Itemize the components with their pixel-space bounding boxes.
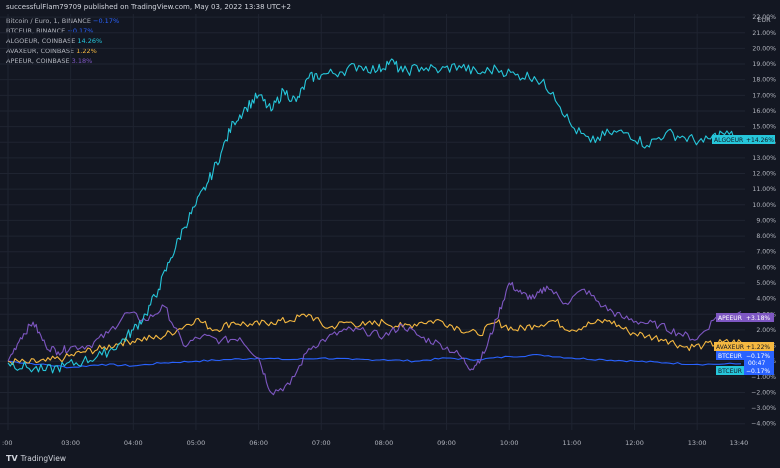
x-tick-label: 07:00 [312, 439, 331, 447]
y-tick-label: 8.00% [756, 233, 776, 240]
svg-text:BTCEUR: BTCEUR [718, 368, 742, 375]
series-line-apeeur [7, 281, 742, 396]
y-tick-label: 15.00% [752, 124, 776, 131]
legend-row-avaxeur[interactable]: AVAXEUR, COINBASE 1.22% [6, 47, 97, 55]
legend-value: −0.17% [67, 27, 94, 35]
legend-value: −0.17% [93, 17, 120, 25]
y-tick-label: 4.00% [756, 296, 776, 303]
x-tick-label: 03:00 [61, 439, 80, 447]
y-tick-label: 11.00% [752, 186, 776, 193]
legend-value: 14.26% [77, 37, 103, 45]
legend-row-algoeur[interactable]: ALGOEUR, COINBASE 14.26% [6, 37, 103, 45]
publish-info: successfulFlam79709 published on Trading… [6, 3, 291, 11]
x-tick-label: 06:00 [249, 439, 268, 447]
y-tick-label: 10.00% [752, 202, 776, 209]
tradingview-logo-icon: 𝗧𝗩 [6, 454, 18, 463]
series-legend: Bitcoin / Euro, 1, BINANCE −0.17% BTCEUR… [6, 16, 119, 66]
legend-row-btceur[interactable]: BTCEUR, BINANCE −0.17% [6, 27, 94, 35]
y-tick-label: 16.00% [752, 108, 776, 115]
y-tick-label: 13.00% [752, 155, 776, 162]
badge-algoeur: ALGOEUR +14.26% [712, 135, 775, 144]
series-line-btceur [7, 353, 742, 369]
svg-text:+1.22%: +1.22% [746, 344, 770, 351]
x-axis[interactable]: :00 03:00 04:00 05:00 06:00 07:00 08:00 09:00 10… [2, 439, 748, 447]
y-tick-label: 20.00% [752, 45, 776, 52]
legend-row-apeeur[interactable]: APEEUR, COINBASE 3.18% [6, 57, 93, 65]
y-tick-label: −3.00% [751, 405, 776, 412]
badge-avaxeur: AVAXEUR +1.22% [714, 342, 774, 351]
svg-text:AVAXEUR: AVAXEUR [716, 344, 744, 351]
svg-text:+3.18%: +3.18% [746, 315, 770, 322]
footer: 𝗧𝗩 TradingView [0, 451, 780, 468]
price-badges: ALGOEUR +14.26% APEEUR +3.18% AVAXEUR +1… [712, 135, 775, 375]
publish-header: successfulFlam79709 published on Trading… [0, 0, 780, 14]
svg-text:−0.17%: −0.17% [746, 368, 770, 375]
y-tick-label: −1.00% [751, 374, 776, 381]
svg-text:ALGOEUR: ALGOEUR [714, 137, 743, 144]
tradingview-brand[interactable]: 𝗧𝗩 TradingView [6, 454, 66, 463]
x-tick-label: 05:00 [187, 439, 206, 447]
x-tick-label: 08:00 [375, 439, 394, 447]
legend-value: 1.22% [76, 47, 97, 55]
y-tick-label: 2.00% [756, 327, 776, 334]
badge-btceur-2: BTCEUR −0.17% [716, 366, 774, 375]
y-tick-label: −2.00% [751, 389, 776, 396]
badge-btceur: BTCEUR −0.17% 00:47 [716, 351, 774, 367]
price-chart[interactable]: EUR 22.00% 21.00% 20.00% 19.00% 18.00% 17.00%… [0, 0, 780, 451]
x-tick-label: 10:00 [500, 439, 519, 447]
x-tick-label: 04:00 [124, 439, 143, 447]
chart-grid [0, 14, 745, 430]
axis-currency: EUR [757, 16, 771, 24]
y-tick-label: 6.00% [756, 264, 776, 271]
y-tick-label: 19.00% [752, 61, 776, 68]
series-line-avaxeur [7, 313, 742, 366]
brand-name: TradingView [20, 454, 66, 463]
x-tick-label: 13:00 [688, 439, 707, 447]
badge-apeeur: APEEUR +3.18% [716, 313, 774, 322]
y-tick-label: 18.00% [752, 77, 776, 84]
x-tick-label: 12:00 [625, 439, 644, 447]
y-tick-label: −4.00% [751, 421, 776, 428]
y-tick-label: 12.00% [752, 171, 776, 178]
legend-value: 3.18% [71, 57, 93, 65]
x-tick-label: :00 [2, 439, 12, 447]
x-tick-label: 09:00 [437, 439, 456, 447]
svg-text:BTCEUR: BTCEUR [718, 353, 742, 360]
series-line-algoeur [7, 58, 742, 374]
y-tick-label: 9.00% [756, 217, 776, 224]
y-tick-label: 22.00% [752, 14, 776, 21]
y-tick-label: 21.00% [752, 30, 776, 37]
x-tick-label: 13:40 [730, 439, 749, 447]
y-tick-label: 5.00% [756, 280, 776, 287]
y-tick-label: 7.00% [756, 249, 776, 256]
svg-text:APEEUR: APEEUR [718, 315, 742, 322]
y-tick-label: 17.00% [752, 92, 776, 99]
svg-text:+14.26%: +14.26% [746, 137, 774, 144]
chart-series [7, 58, 742, 396]
svg-text:−0.17%: −0.17% [746, 353, 770, 360]
legend-row-main[interactable]: Bitcoin / Euro, 1, BINANCE −0.17% [6, 17, 120, 25]
svg-text:00:47: 00:47 [748, 360, 765, 367]
x-tick-label: 11:00 [562, 439, 581, 447]
